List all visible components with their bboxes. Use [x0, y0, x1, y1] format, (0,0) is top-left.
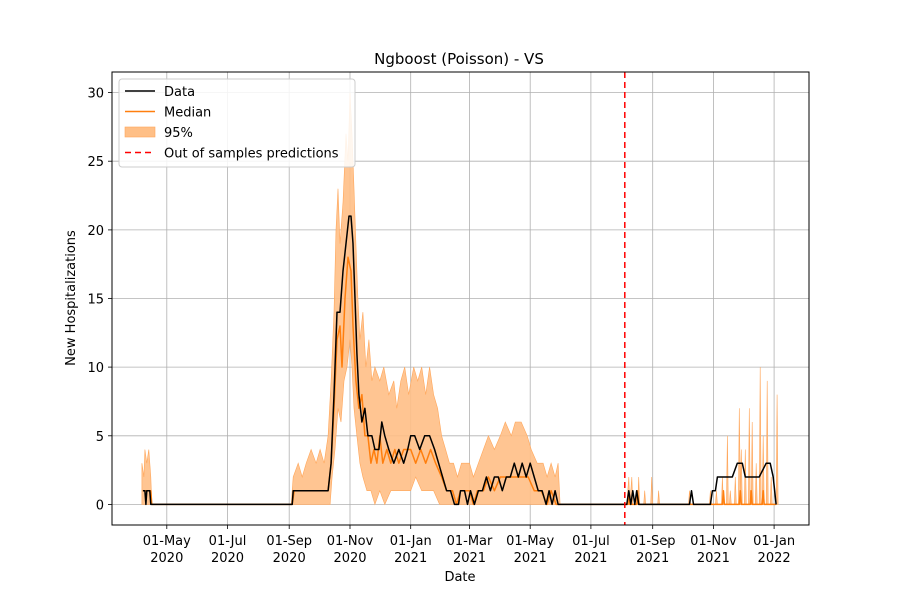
- x-tick-label: 01-Jul: [572, 534, 610, 549]
- x-tick-label: 01-Jan: [753, 534, 795, 549]
- legend: Data Median 95% Out of samples predictions: [118, 78, 356, 168]
- x-tick-label-year: 2021: [394, 551, 427, 566]
- x-tick-label: 01-Nov: [327, 534, 374, 549]
- x-tick-label: 01-Sep: [630, 534, 676, 549]
- y-tick-label: 15: [87, 293, 104, 308]
- x-tick-label: 01-May: [506, 534, 554, 549]
- series-line-data: [142, 215, 777, 506]
- x-tick-label: 01-Jan: [390, 534, 432, 549]
- legend-label-median: Median: [164, 106, 211, 121]
- y-tick-label: 30: [87, 87, 104, 102]
- y-tick-label: 10: [87, 361, 104, 376]
- y-tick-label: 0: [96, 498, 104, 513]
- x-tick-label-year: 2021: [514, 551, 547, 566]
- x-tick-label-year: 2020: [273, 551, 306, 566]
- chart-title: Ngboost (Poisson) - VS: [374, 50, 544, 68]
- x-tick-label-year: 2022: [758, 551, 791, 566]
- x-tick-label: 01-Jul: [209, 534, 247, 549]
- x-tick-label: 01-Nov: [690, 534, 737, 549]
- x-tick-label-year: 2021: [636, 551, 669, 566]
- x-tick-label-year: 2020: [150, 551, 183, 566]
- x-axis-ticks: 01-May 2020 01-Jul 2020 01-Sep 2020 01-Nov 2020…: [143, 525, 795, 566]
- x-tick-label-year: 2021: [453, 551, 486, 566]
- x-tick-label-year: 2021: [574, 551, 607, 566]
- y-tick-label: 25: [87, 155, 104, 170]
- x-axis-label: Date: [444, 570, 475, 585]
- x-tick-label-year: 2021: [697, 551, 730, 566]
- y-tick-label: 5: [96, 430, 104, 445]
- y-axis-label: New Hospitalizations: [64, 230, 79, 366]
- legend-box: [118, 78, 356, 168]
- x-tick-label: 01-May: [143, 534, 191, 549]
- legend-label-out-of-samples-predictions: Out of samples predictions: [164, 147, 339, 162]
- x-tick-label-year: 2020: [211, 551, 244, 566]
- x-tick-label: 01-Mar: [447, 534, 493, 549]
- x-tick-label: 01-Sep: [266, 534, 312, 549]
- legend-swatch-95: [124, 126, 156, 138]
- x-tick-label-year: 2020: [333, 551, 366, 566]
- legend-label-95: 95%: [164, 126, 193, 141]
- y-axis-ticks: 0 5 10 15 20 25 30: [87, 87, 112, 513]
- legend-label-data: Data: [164, 85, 195, 100]
- series-line-median: [142, 256, 777, 506]
- series-layer: [142, 215, 777, 506]
- y-tick-label: 20: [87, 224, 104, 239]
